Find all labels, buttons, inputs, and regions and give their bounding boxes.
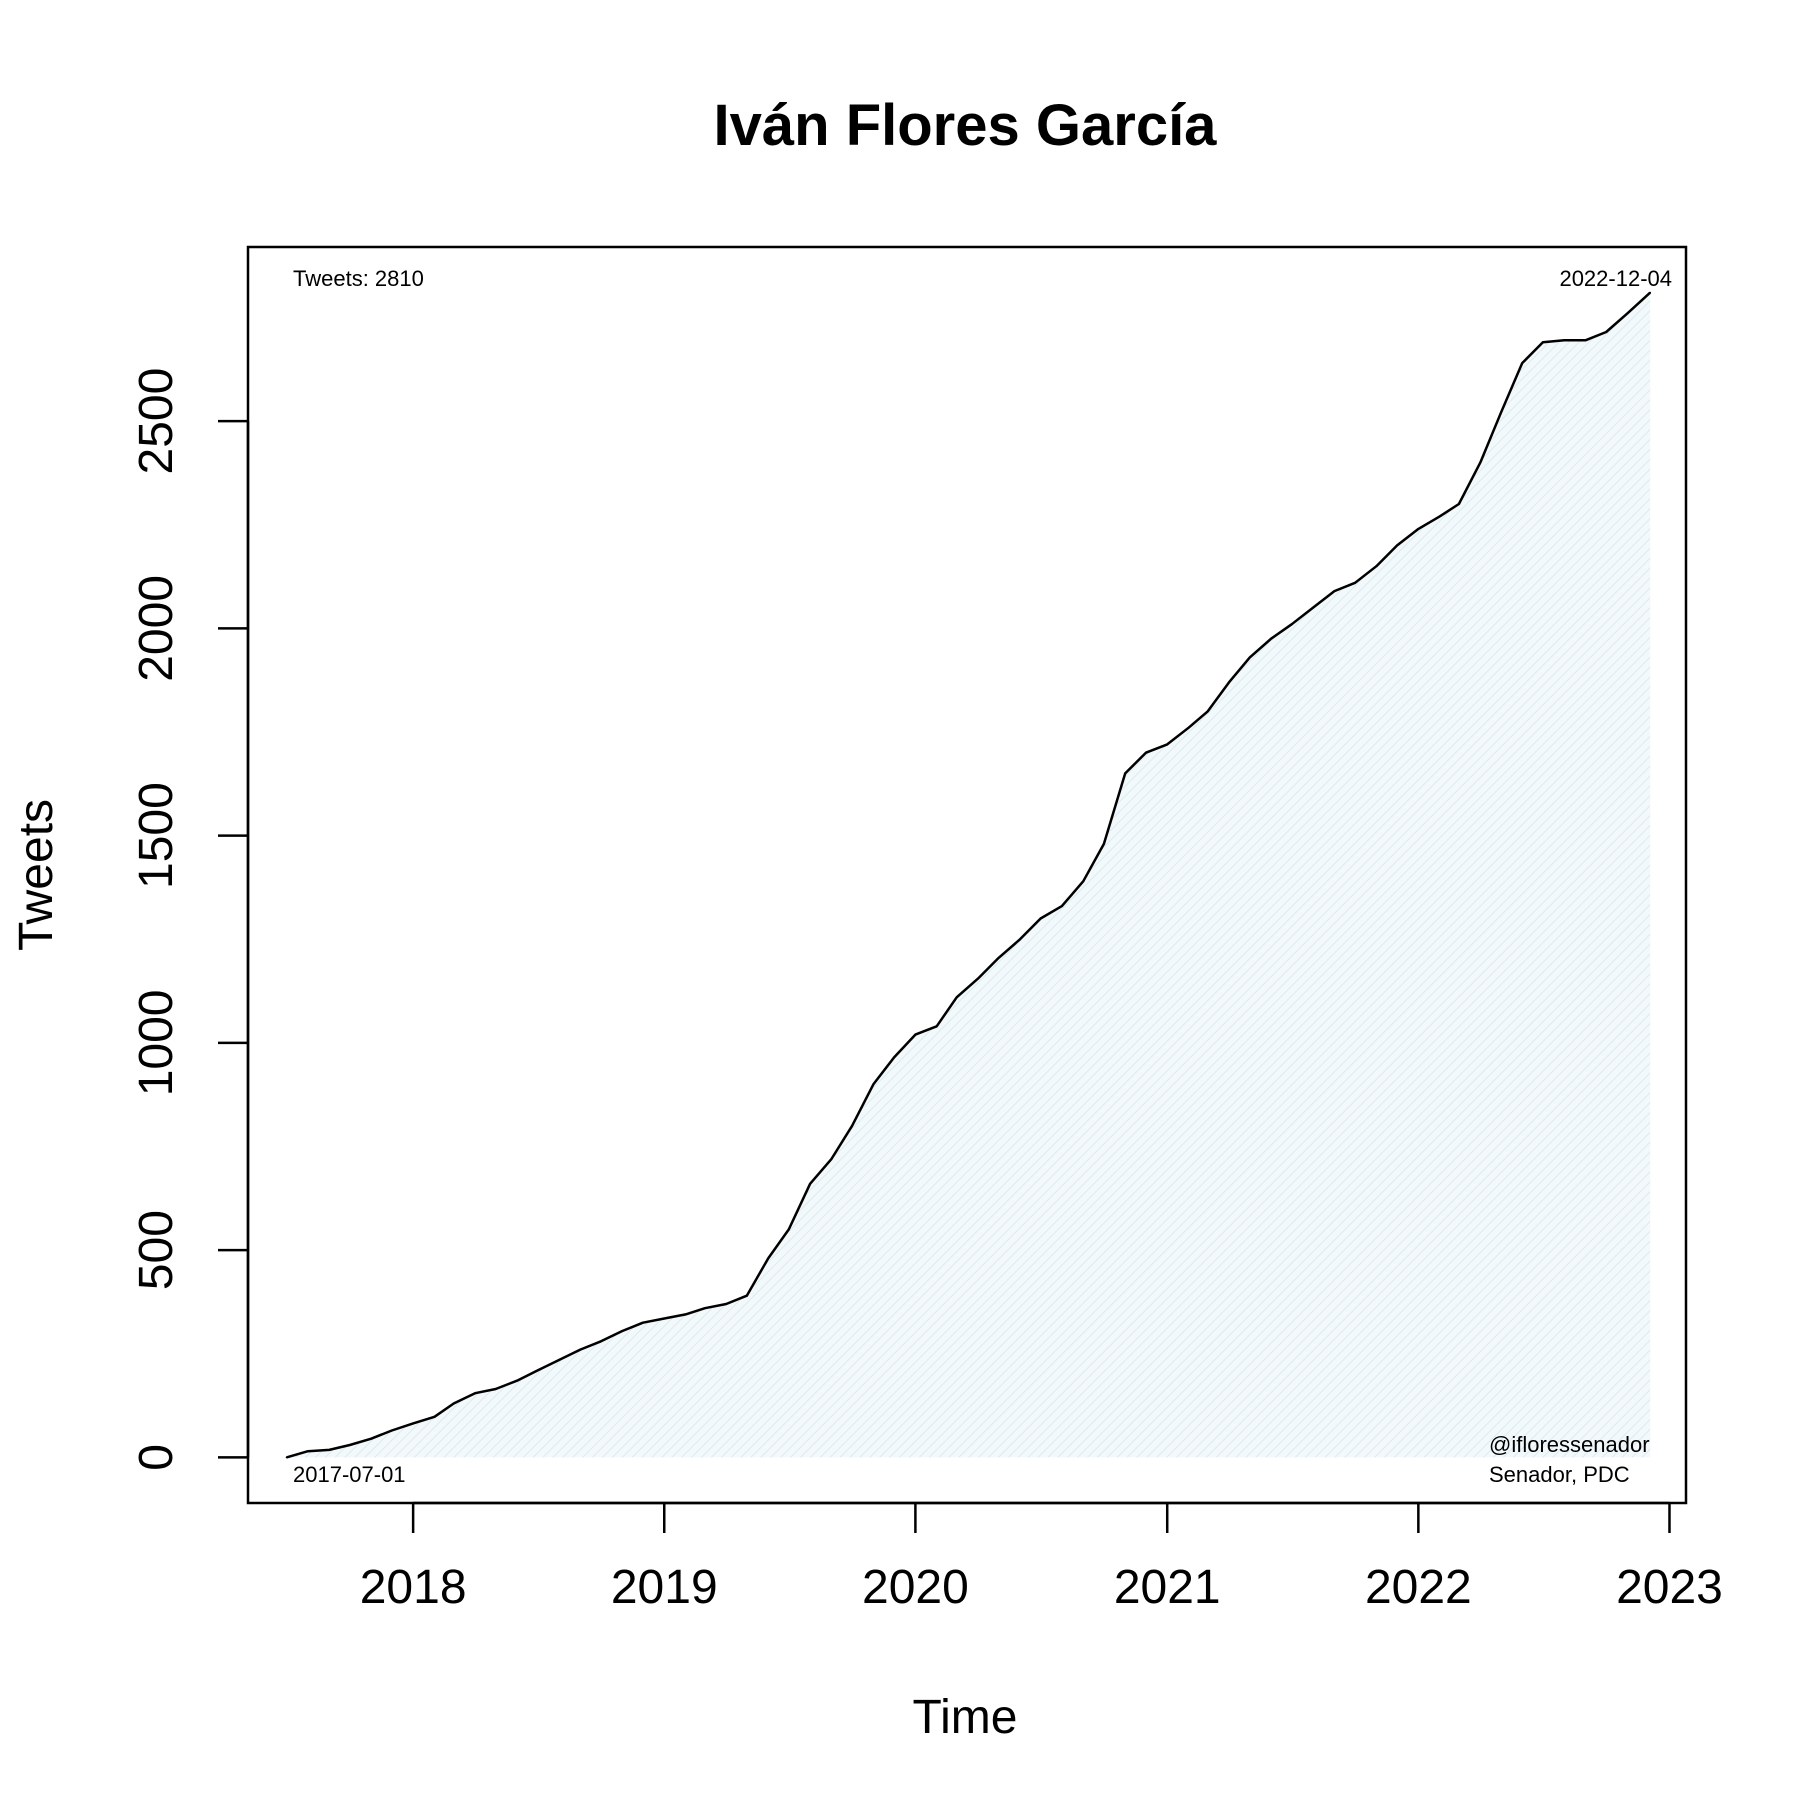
data-point bbox=[412, 1422, 414, 1425]
data-point bbox=[1312, 606, 1314, 609]
data-point bbox=[788, 1228, 790, 1231]
data-point bbox=[558, 1359, 560, 1361]
data-point bbox=[955, 996, 958, 999]
data-point bbox=[1375, 565, 1378, 567]
data-point bbox=[1019, 938, 1021, 941]
data-point bbox=[1061, 905, 1063, 907]
data-point bbox=[1417, 528, 1420, 530]
data-point bbox=[536, 1369, 539, 1372]
data-point bbox=[1270, 637, 1272, 640]
x-tick-label: 2020 bbox=[862, 1561, 969, 1614]
y-tick-label: 2000 bbox=[130, 575, 183, 682]
x-axis: 2018 2019 2020 2021 2022 2023 bbox=[360, 1501, 1723, 1614]
data-point bbox=[746, 1294, 748, 1297]
y-tick-label: 1000 bbox=[130, 990, 183, 1097]
data-point bbox=[1521, 362, 1523, 364]
plot-frame bbox=[246, 245, 1688, 1505]
x-tick-label: 2023 bbox=[1616, 1561, 1723, 1614]
data-point bbox=[893, 1056, 895, 1059]
data-point bbox=[474, 1392, 476, 1394]
cumulative-line bbox=[286, 291, 1652, 1459]
data-point bbox=[1082, 880, 1085, 882]
data-point bbox=[1605, 331, 1607, 333]
data-point bbox=[997, 957, 1000, 959]
data-point bbox=[1542, 341, 1544, 344]
data-point bbox=[1207, 710, 1209, 713]
data-point bbox=[767, 1257, 769, 1260]
data-point bbox=[1187, 727, 1190, 729]
y-axis: 0 500 1000 1500 2000 2500 bbox=[130, 368, 250, 1471]
data-point bbox=[600, 1340, 602, 1343]
cumulative-area bbox=[286, 292, 1651, 1458]
chart-title: Iván Flores García bbox=[714, 93, 1218, 158]
data-point bbox=[1649, 291, 1651, 294]
start-date-label: 2017-07-01 bbox=[293, 1462, 406, 1487]
tweet-count-label: Tweets: 2810 bbox=[293, 266, 424, 291]
data-point bbox=[642, 1321, 644, 1324]
data-point bbox=[349, 1444, 351, 1446]
data-point bbox=[935, 1025, 938, 1028]
data-point bbox=[1145, 751, 1147, 754]
x-tick-label: 2018 bbox=[360, 1561, 467, 1614]
data-point bbox=[1166, 743, 1168, 746]
data-point bbox=[872, 1083, 875, 1086]
data-point bbox=[851, 1125, 853, 1127]
data-point bbox=[684, 1313, 687, 1316]
data-point bbox=[1626, 312, 1629, 315]
data-point bbox=[516, 1379, 518, 1382]
data-point bbox=[1500, 412, 1502, 414]
data-point bbox=[328, 1449, 331, 1451]
data-point bbox=[914, 1033, 917, 1036]
y-tick-label: 500 bbox=[130, 1210, 183, 1290]
data-point bbox=[621, 1330, 624, 1332]
data-point bbox=[1479, 461, 1482, 464]
data-point bbox=[1438, 515, 1441, 518]
x-axis-title: Time bbox=[913, 1691, 1018, 1744]
data-point bbox=[663, 1317, 666, 1320]
data-point bbox=[830, 1158, 833, 1160]
data-point bbox=[1333, 590, 1336, 592]
data-point bbox=[1291, 623, 1293, 625]
data-point bbox=[809, 1183, 811, 1185]
data-point bbox=[579, 1348, 582, 1351]
data-point bbox=[307, 1450, 309, 1452]
x-tick-label: 2019 bbox=[611, 1561, 718, 1614]
y-axis-title: Tweets bbox=[10, 799, 63, 951]
data-point bbox=[285, 1456, 288, 1459]
data-point bbox=[1458, 503, 1460, 505]
y-tick-label: 1500 bbox=[130, 782, 183, 889]
data-point bbox=[494, 1388, 497, 1390]
data-point bbox=[452, 1402, 455, 1405]
data-point bbox=[1354, 582, 1356, 584]
data-point bbox=[1249, 656, 1251, 659]
y-tick-label: 0 bbox=[130, 1444, 183, 1471]
data-point bbox=[433, 1416, 436, 1418]
data-point bbox=[1563, 339, 1565, 342]
x-tick-label: 2021 bbox=[1114, 1561, 1221, 1614]
data-point bbox=[1039, 917, 1042, 920]
data-point bbox=[725, 1303, 727, 1305]
data-point bbox=[1124, 772, 1126, 775]
end-date-label: 2022-12-04 bbox=[1559, 266, 1672, 291]
party-label: Senador, PDC bbox=[1489, 1462, 1630, 1487]
data-point bbox=[1103, 843, 1105, 845]
x-tick-label: 2022 bbox=[1365, 1561, 1472, 1614]
data-point bbox=[370, 1437, 373, 1440]
data-point bbox=[1584, 339, 1587, 342]
data-point bbox=[977, 977, 979, 980]
data-point bbox=[704, 1307, 706, 1309]
y-tick-label: 2500 bbox=[130, 368, 183, 475]
data-point bbox=[1228, 681, 1230, 683]
data-point bbox=[391, 1429, 393, 1432]
data-point bbox=[1396, 544, 1398, 547]
handle-label: @ifloressenador bbox=[1489, 1432, 1650, 1457]
